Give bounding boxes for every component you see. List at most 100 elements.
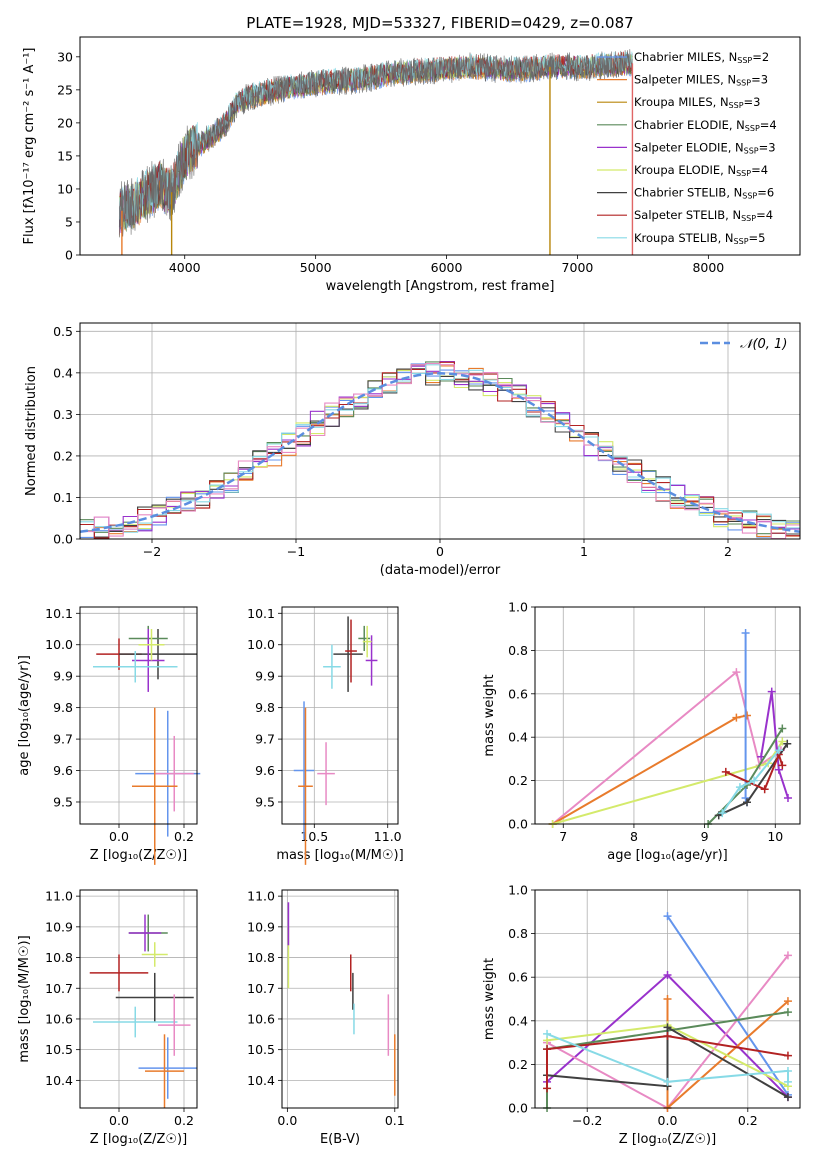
weight-line xyxy=(546,1025,789,1098)
y-tick-label: 15 xyxy=(57,148,73,163)
x-tick-label: −1 xyxy=(287,544,305,559)
y-tick-label: 9.7 xyxy=(255,732,275,747)
data-point-marker xyxy=(783,951,792,960)
x-axis-label: wavelength [Angstrom, rest frame] xyxy=(326,279,555,294)
x-tick-label: 8 xyxy=(630,829,638,844)
legend-entry: Salpeter STELIB, NSSP=4 xyxy=(634,208,773,223)
x-tick-label: 0.0 xyxy=(109,1113,129,1128)
data-point-marker xyxy=(663,1077,672,1086)
x-tick-label: 11.0 xyxy=(374,829,402,844)
x-tick-label: 5000 xyxy=(300,260,332,275)
x-tick-label: 0.2 xyxy=(738,1113,758,1128)
y-tick-label: 9.9 xyxy=(53,669,73,684)
age-vs-z-axes: 0.0 0.2 9.5 9.6 9.7 9.8 9.9 10.0 10.1 Z [log₁₀(Z/… xyxy=(17,606,197,863)
x-tick-label: 2 xyxy=(724,544,732,559)
x-tick-label: 4000 xyxy=(169,260,201,275)
x-tick-label: 8000 xyxy=(692,260,724,275)
y-tick-label: 9.9 xyxy=(255,669,275,684)
data-point-marker xyxy=(741,629,750,638)
y-tick-label: 10.1 xyxy=(247,606,275,621)
mass-vs-z-frame xyxy=(79,889,198,1109)
y-tick-label: 0.6 xyxy=(508,970,528,985)
weight-line xyxy=(552,670,782,825)
y-tick-label: 30 xyxy=(57,49,73,64)
data-point-marker xyxy=(663,995,672,1003)
age-vs-z-points xyxy=(93,625,201,865)
mass-vs-ebv-axes: 0.0 0.1 10.4 10.5 10.6 10.7 10.8 10.9 11.0 E(B-V) xyxy=(247,889,405,1147)
data-point-marker xyxy=(663,1023,672,1032)
y-tick-label: 9.5 xyxy=(255,794,275,809)
y-tick-label: 10.0 xyxy=(247,637,275,652)
y-tick-label: 10.1 xyxy=(45,606,73,621)
x-tick-label: −0.2 xyxy=(572,1113,602,1128)
legend-entry: Salpeter ELODIE, NSSP=3 xyxy=(634,140,776,155)
legend-entry: Kroupa ELODIE, NSSP=4 xyxy=(634,163,768,178)
legend-entry: Salpeter MILES, NSSP=3 xyxy=(634,73,768,88)
histogram-step xyxy=(80,368,800,538)
data-point-marker xyxy=(732,713,741,722)
data-point-marker xyxy=(721,767,730,776)
data-point-marker xyxy=(774,765,783,774)
data-point-marker xyxy=(783,793,792,802)
x-tick-label: 7 xyxy=(559,829,567,844)
y-tick-label: 10.6 xyxy=(247,1011,275,1026)
y-tick-label: 10.9 xyxy=(45,919,73,934)
spectrum-series xyxy=(118,49,634,255)
y-tick-label: 10.5 xyxy=(247,1042,275,1057)
x-tick-label: 1 xyxy=(580,544,588,559)
y-axis-label: mass [log₁₀(M/M☉)] xyxy=(17,935,32,1062)
x-axis-label: Z [log₁₀(Z/Z☉)] xyxy=(90,848,187,863)
x-tick-label: 10.5 xyxy=(300,829,328,844)
y-tick-label: 1.0 xyxy=(508,600,528,615)
legend-entry: Kroupa STELIB, NSSP=5 xyxy=(634,231,765,246)
age-vs-z-frame xyxy=(79,606,198,825)
mass-vs-ebv-frame xyxy=(281,889,399,1109)
y-tick-label: 10.6 xyxy=(45,1011,73,1026)
y-tick-label: 9.8 xyxy=(255,700,275,715)
x-tick-label: 0 xyxy=(436,544,444,559)
data-point-marker xyxy=(543,1084,552,1093)
x-tick-label: 0.2 xyxy=(174,1113,194,1128)
histograms xyxy=(79,360,801,540)
mass-vs-ebv-points xyxy=(287,902,396,1096)
normal-curve xyxy=(79,372,801,533)
mass-vs-z-points xyxy=(89,914,197,1108)
data-point-marker xyxy=(783,1077,792,1086)
y-tick-label: 10.4 xyxy=(45,1073,73,1088)
y-tick-label: 0.4 xyxy=(508,1013,528,1028)
data-point-marker xyxy=(743,798,751,807)
data-point-marker xyxy=(778,737,787,746)
weight-vs-z-frame xyxy=(534,889,801,1109)
y-tick-label: 10.4 xyxy=(247,1073,275,1088)
x-tick-label: 6000 xyxy=(431,260,463,275)
y-tick-label: 9.6 xyxy=(255,763,275,778)
spectrum-frame xyxy=(79,36,801,256)
y-tick-label: 0.2 xyxy=(53,448,73,463)
y-tick-label: 0.5 xyxy=(53,324,73,339)
y-tick-label: 0.4 xyxy=(53,365,73,380)
age-vs-mass-points xyxy=(293,616,378,865)
x-tick-label: 0.0 xyxy=(109,829,129,844)
y-tick-label: 11.0 xyxy=(45,889,73,904)
y-tick-label: 10.9 xyxy=(247,919,275,934)
weight-line xyxy=(725,751,784,791)
y-tick-label: 10.5 xyxy=(45,1042,73,1057)
data-point-marker xyxy=(783,1008,792,1017)
x-tick-label: 10 xyxy=(767,829,783,844)
y-axis-label: mass weight xyxy=(482,674,497,756)
y-tick-label: 0.2 xyxy=(508,773,528,788)
weight-vs-age-axes: 7 8 9 10 0.0 0.2 0.4 0.6 0.8 1.0 age [log₁₀(age/yr… xyxy=(482,600,800,863)
y-tick-label: 0 xyxy=(65,248,73,263)
data-point-marker xyxy=(767,687,776,696)
observed-spectrum-line xyxy=(119,49,633,238)
data-point-marker xyxy=(663,1032,672,1041)
spectrum-legend: Chabrier MILES, NSSP=2 Salpeter MILES, NS… xyxy=(597,50,777,246)
y-tick-label: 0.8 xyxy=(508,643,528,658)
residuals-frame xyxy=(79,322,801,540)
y-tick-label: 0.0 xyxy=(53,532,73,547)
y-tick-label: 10.7 xyxy=(45,981,73,996)
x-tick-label: 0.1 xyxy=(385,1113,405,1128)
data-point-marker xyxy=(718,809,727,818)
y-axis-label: Flux [fλ10⁻¹⁷ erg cm⁻² s⁻¹ A⁻¹] xyxy=(22,48,37,245)
